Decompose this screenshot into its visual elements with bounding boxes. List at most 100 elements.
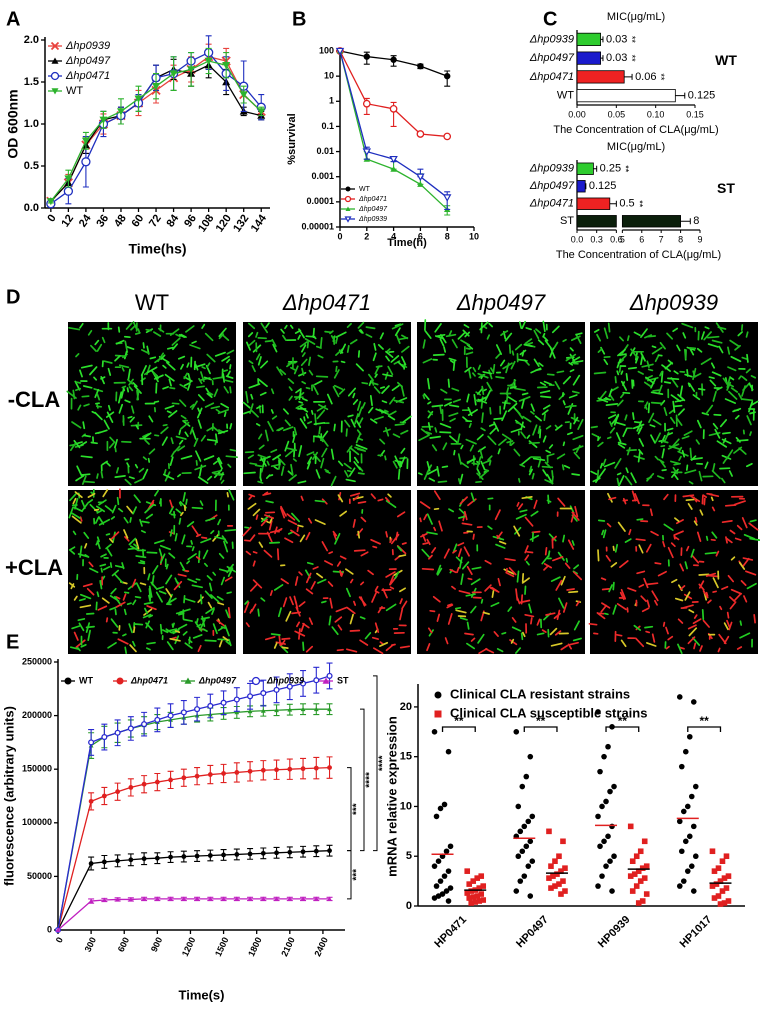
cell-speck [482,611,490,615]
cell-speck [634,637,645,648]
cell-speck [725,449,734,460]
point [362,99,371,108]
point [721,875,728,881]
cell-speck [80,455,93,459]
point [676,883,683,889]
cell-speck [748,400,754,413]
cell-speck [220,576,226,586]
cell-speck [743,533,756,540]
cell-speck [439,431,452,434]
cell-speck [676,344,681,352]
cell-speck [565,353,577,362]
cell-speck [89,366,98,376]
cell-speck [335,606,348,613]
cell-speck [526,434,531,439]
cell-speck [392,433,401,438]
cell-speck [317,354,324,359]
legend-label: Δhp0471 [358,196,387,203]
cell-speck [698,583,705,591]
cell-speck [630,348,638,359]
bar [621,215,681,228]
cell-speck [646,472,655,482]
cell-speck [170,450,176,458]
point [711,895,718,901]
significance-label: **** [365,772,376,788]
cell-speck [345,428,348,437]
cell-speck [254,464,265,468]
cell-speck [280,578,289,585]
cell-speck [427,627,433,634]
cell-speck [510,428,522,433]
cell-speck [518,477,521,483]
cell-speck [108,441,116,449]
cell-speck [357,406,363,418]
cell-speck [127,378,134,385]
cell-speck [276,427,283,432]
cell-speck [347,414,354,418]
cell-speck [484,559,492,565]
cell-speck [370,538,381,545]
cell-speck [682,332,687,339]
cell-speck [191,400,198,410]
cell-speck [292,458,297,462]
cell-speck [69,443,77,447]
point [641,875,648,881]
cell-speck [372,545,378,549]
cell-speck [226,370,231,378]
cell-speck [566,431,573,436]
point [207,896,213,901]
cell-speck [649,508,653,517]
point [690,888,697,894]
cell-speck [300,495,304,502]
cell-speck [397,361,405,369]
y-tick-label: 2.0 [24,34,39,46]
cell-speck [627,587,637,592]
cell-speck [123,608,127,616]
bar [576,51,602,65]
legend-label: Δhp0497 [198,675,237,685]
cell-speck [98,499,107,506]
point [466,895,473,901]
cell-speck [74,491,83,499]
cell-speck [224,379,234,383]
cell-speck [280,507,286,519]
cell-speck [255,353,261,361]
cell-speck [242,526,252,537]
cell-speck [721,438,732,445]
cell-speck [661,448,665,459]
cell-speck [177,623,188,630]
point [221,771,226,776]
cell-speck [562,400,566,406]
cell-speck [337,460,344,467]
significance-label: ** [699,714,709,728]
cell-speck [742,557,754,561]
cell-speck [166,361,176,371]
cell-speck [693,642,697,650]
cell-speck [670,460,680,465]
point [595,883,601,889]
cell-speck [191,584,203,589]
legend-marker [51,88,59,95]
cell-speck [194,363,199,371]
cell-speck [387,415,396,421]
cell-speck [423,393,430,401]
cell-speck [524,585,527,595]
cell-speck [530,403,535,412]
point [556,853,562,860]
cell-speck [427,422,431,431]
point [435,858,442,865]
point [478,873,485,879]
cell-speck [523,343,533,348]
cell-speck [218,568,229,573]
cell-speck [679,646,685,650]
point [709,848,716,855]
cell-speck [96,540,101,550]
point [633,883,640,889]
cell-speck [348,467,356,477]
cell-speck [488,423,495,427]
cell-speck [718,633,727,645]
annotation: ST [717,180,735,196]
point [313,848,319,854]
cell-speck [644,401,649,409]
cell-speck [199,500,204,506]
